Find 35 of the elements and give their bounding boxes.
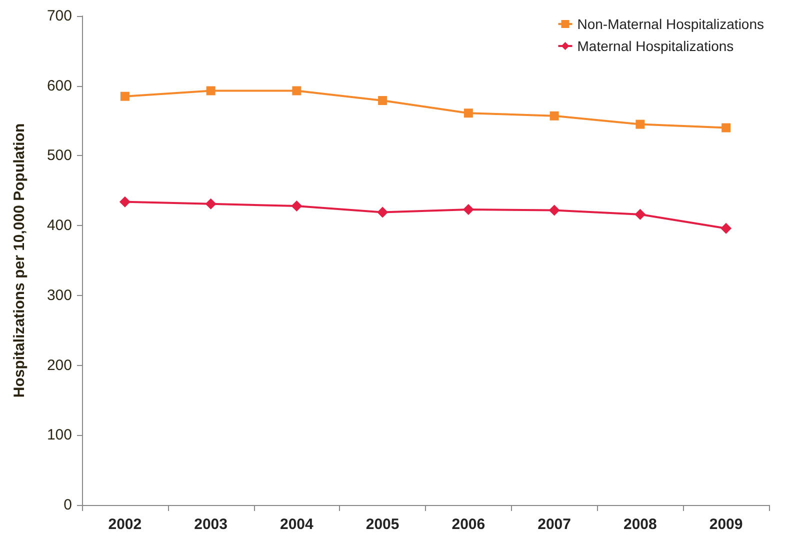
point <box>462 204 474 216</box>
point <box>464 108 473 118</box>
point <box>722 123 731 132</box>
point <box>634 208 646 220</box>
x-tick-label: 2004 <box>280 516 314 533</box>
y-tick-label: 600 <box>46 77 72 94</box>
point <box>377 206 388 218</box>
x-tick-label: 2002 <box>108 516 142 533</box>
point <box>636 120 645 129</box>
point <box>292 86 302 96</box>
x-tick-label: 2009 <box>709 516 743 533</box>
point <box>548 204 560 216</box>
x-tick-label: 2006 <box>452 516 486 533</box>
y-tick-label: 700 <box>46 8 72 24</box>
y-axis-title: Hospitalizations per 10,000 Population <box>11 123 28 398</box>
y-tick-label: 500 <box>46 147 72 164</box>
x-tick-label: 2005 <box>366 516 400 533</box>
legend-label: Non-Maternal Hospitalizations <box>577 16 764 32</box>
point <box>378 96 388 106</box>
point <box>205 198 216 210</box>
y-tick-label: 100 <box>46 426 72 444</box>
x-tick-label: 2007 <box>538 516 571 533</box>
y-tick-label: 400 <box>46 217 72 234</box>
x-tick-label: 2003 <box>194 516 228 533</box>
point <box>720 222 732 234</box>
x-tick-label: 2008 <box>624 516 657 533</box>
y-tick-label: 200 <box>46 356 72 374</box>
point <box>550 111 559 120</box>
y-tick-label: 0 <box>64 496 72 514</box>
point <box>291 200 302 212</box>
point <box>119 196 130 208</box>
point <box>120 92 130 101</box>
y-tick-label: 300 <box>46 286 72 304</box>
legend-label: Maternal Hospitalizations <box>577 38 734 54</box>
point <box>206 86 216 96</box>
